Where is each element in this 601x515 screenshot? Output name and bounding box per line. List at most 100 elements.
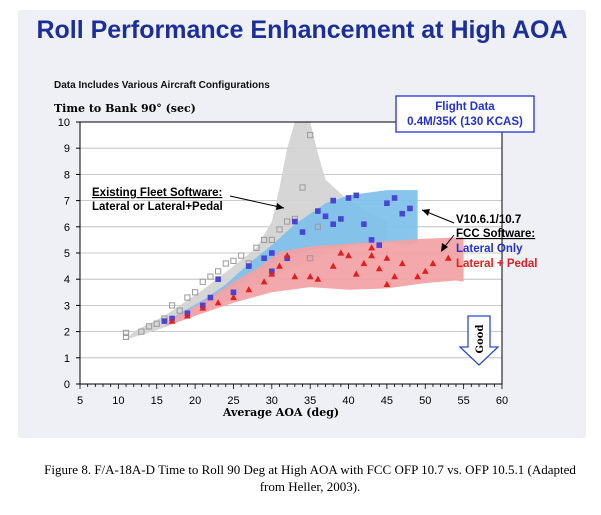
lateral-pedal-point (360, 259, 368, 267)
chart-title: Roll Performance Enhancement at High AOA (36, 16, 568, 44)
lateral-only-point (292, 218, 298, 225)
lateral-pedal-point (268, 270, 276, 277)
y-tick-label: 6 (64, 222, 70, 234)
lateral-only-point (407, 205, 413, 212)
lateral-only-point (215, 276, 221, 282)
lateral-pedal-point (368, 244, 375, 251)
y-tick-label: 7 (64, 196, 70, 208)
lateral-pedal-point (444, 254, 452, 261)
lateral-only-point (246, 263, 252, 269)
existing-point (276, 226, 283, 233)
existing-point (199, 278, 206, 285)
x-tick-label: 30 (266, 395, 278, 407)
y-tick-label: 10 (58, 117, 70, 129)
y-tick-label: 1 (64, 353, 70, 365)
existing-fleet-sublabel: Lateral or Lateral+Pedal (92, 201, 223, 213)
y-axis-title: Time to Bank 90° (sec) (54, 102, 196, 115)
existing-point (145, 323, 153, 330)
existing-point (184, 294, 191, 301)
lateral-pedal-point (214, 299, 222, 306)
lateral-pedal-point (383, 254, 391, 261)
fcc-arrowhead-lower (441, 243, 448, 252)
existing-point (307, 255, 314, 262)
x-axis-title: Average AOA (deg) (222, 406, 339, 419)
existing-point (222, 260, 229, 267)
lateral-pedal-point (245, 286, 253, 293)
lateral-only-point (376, 242, 383, 248)
lateral-pedal-point (283, 252, 291, 259)
chart-subtitle: Data Includes Various Aircraft Configura… (54, 80, 270, 91)
existing-fleet-arrow (229, 195, 285, 209)
lateral-only-point (330, 221, 336, 227)
x-tick-label: 10 (112, 395, 124, 407)
existing-point (230, 257, 237, 264)
existing-point (122, 329, 130, 337)
x-tick-label: 55 (458, 395, 470, 407)
flight-data-condition: 0.4M/35K (130 KCAS) (407, 116, 523, 128)
lateral-only-point (345, 195, 352, 201)
existing-point (238, 252, 245, 259)
good-arrow-icon (458, 315, 500, 366)
existing-point (307, 132, 314, 139)
lateral-pedal-point (168, 317, 176, 324)
existing-point (261, 236, 268, 244)
gray-region (126, 122, 387, 340)
y-tick-label: 2 (64, 327, 70, 339)
lateral-only-point (330, 197, 336, 204)
lateral-only-point (338, 216, 344, 222)
existing-point (299, 184, 306, 191)
existing-fleet-arrowhead (276, 203, 284, 210)
lateral-pedal-point (345, 252, 352, 259)
x-tick-label: 45 (381, 395, 393, 407)
lateral-only-point (299, 229, 306, 235)
existing-point (268, 236, 275, 244)
fcc-arrowhead-upper (422, 209, 430, 216)
x-tick-label: 15 (151, 395, 163, 407)
x-tick-label: 25 (227, 395, 239, 407)
existing-fleet-label: Existing Fleet Software: (92, 187, 222, 199)
lateral-only-point (161, 318, 168, 324)
lateral-pedal-point (352, 270, 360, 277)
flight-data-box (395, 95, 535, 133)
y-tick-label: 8 (64, 169, 70, 181)
lateral-pedal-point (314, 275, 322, 282)
lateral-only-point (230, 289, 237, 296)
good-label: Good (475, 325, 486, 354)
x-tick-label: 35 (304, 395, 316, 407)
existing-point (122, 333, 130, 340)
y-tick-label: 5 (64, 248, 70, 260)
lateral-only-point (284, 255, 290, 262)
y-tick-label: 4 (64, 274, 70, 286)
existing-point (253, 244, 260, 251)
x-tick-label: 40 (342, 395, 354, 407)
lateral-pedal-point (414, 273, 421, 280)
lateral-pedal-point (368, 252, 375, 259)
lateral-only-point (353, 192, 360, 199)
existing-point (284, 218, 291, 225)
lateral-only-point (207, 294, 214, 301)
lateral-pedal-point (383, 280, 391, 287)
lateral-pedal-point (329, 262, 337, 269)
lateral-pedal-point (398, 259, 406, 267)
lateral-only-point (322, 213, 329, 220)
y-tick-label: 3 (64, 300, 70, 312)
lateral-pedal-point (429, 259, 437, 267)
lateral-pedal-label: Lateral + Pedal (456, 258, 538, 270)
existing-point (207, 273, 214, 280)
x-tick-label: 50 (419, 395, 431, 407)
lateral-pedal-point (306, 273, 314, 280)
annotations: Flight Data 0.4M/35K (130 KCAS) Existing F… (92, 95, 538, 366)
x-tick-label: 20 (189, 395, 201, 407)
fcc-software-label: FCC Software: (456, 228, 535, 240)
y-tick-label: 0 (64, 379, 70, 391)
lateral-only-point (384, 200, 390, 207)
blue-region (164, 190, 418, 324)
lateral-only-point (399, 210, 406, 217)
lateral-pedal-point (375, 265, 383, 272)
x-tick-label: 5 (77, 395, 83, 407)
lateral-pedal-point (337, 249, 345, 256)
existing-point (191, 289, 199, 296)
lateral-pedal-point (276, 262, 283, 269)
